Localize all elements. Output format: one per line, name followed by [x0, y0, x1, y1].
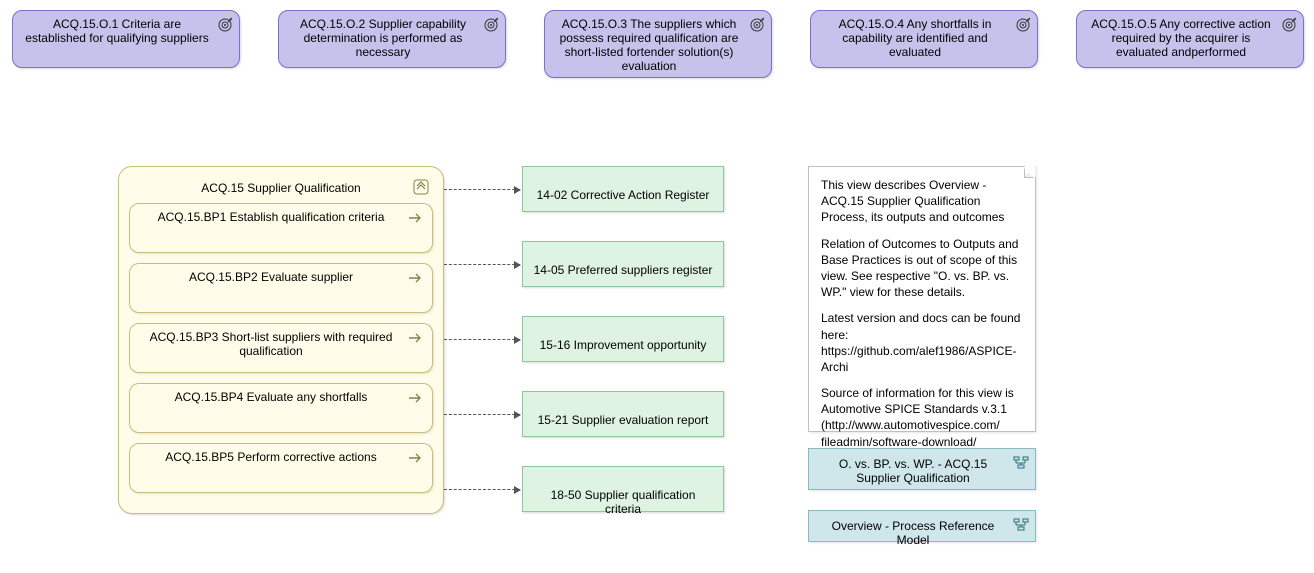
outcome-box: ACQ.15.O.1 Criteria are established for …	[12, 10, 240, 68]
outcome-label: ACQ.15.O.3 The suppliers which possess r…	[553, 17, 745, 73]
target-icon	[749, 17, 765, 33]
output-box: 14-05 Preferred suppliers register	[522, 241, 724, 287]
link-label: O. vs. BP. vs. WP. - ACQ.15 Supplier Qua…	[839, 457, 987, 485]
output-label: 15-16 Improvement opportunity	[540, 338, 707, 352]
connector-arrow	[444, 264, 520, 265]
collapse-icon[interactable]	[413, 179, 429, 195]
process-title-label: ACQ.15 Supplier Qualification	[201, 181, 360, 195]
connector-arrow	[444, 489, 520, 490]
arrow-right-icon	[408, 452, 424, 464]
output-label: 14-02 Corrective Action Register	[537, 188, 710, 202]
connector-arrow	[444, 189, 520, 190]
outcome-box: ACQ.15.O.2 Supplier capability determina…	[278, 10, 506, 68]
view-link[interactable]: O. vs. BP. vs. WP. - ACQ.15 Supplier Qua…	[808, 448, 1036, 490]
base-practice-box: ACQ.15.BP1 Establish qualification crite…	[129, 203, 433, 253]
arrow-right-icon	[408, 272, 424, 284]
bp-label: ACQ.15.BP1 Establish qualification crite…	[158, 210, 385, 224]
process-title: ACQ.15 Supplier Qualification	[129, 177, 433, 203]
bp-label: ACQ.15.BP3 Short-list suppliers with req…	[138, 330, 404, 358]
base-practice-box: ACQ.15.BP3 Short-list suppliers with req…	[129, 323, 433, 373]
outcome-box: ACQ.15.O.4 Any shortfalls in capability …	[810, 10, 1038, 68]
output-label: 15-21 Supplier evaluation report	[538, 413, 709, 427]
note-fold-icon	[1024, 166, 1036, 178]
note-paragraph: Relation of Outcomes to Outputs and Base…	[821, 236, 1023, 301]
outcome-label: ACQ.15.O.4 Any shortfalls in capability …	[819, 17, 1011, 59]
note-paragraph: Latest version and docs can be found her…	[821, 310, 1023, 375]
bp-label: ACQ.15.BP2 Evaluate supplier	[189, 270, 353, 284]
tree-icon	[1013, 455, 1029, 471]
note-paragraph: This view describes Overview - ACQ.15 Su…	[821, 177, 1023, 226]
target-icon	[217, 17, 233, 33]
output-label: 18-50 Supplier qualification criteria	[551, 488, 696, 516]
base-practice-box: ACQ.15.BP4 Evaluate any shortfalls	[129, 383, 433, 433]
output-box: 14-02 Corrective Action Register	[522, 166, 724, 212]
base-practice-box: ACQ.15.BP2 Evaluate supplier	[129, 263, 433, 313]
arrow-right-icon	[408, 392, 424, 404]
arrow-right-icon	[408, 212, 424, 224]
output-box: 15-21 Supplier evaluation report	[522, 391, 724, 437]
outcome-label: ACQ.15.O.2 Supplier capability determina…	[287, 17, 479, 59]
connector-arrow	[444, 339, 520, 340]
target-icon	[483, 17, 499, 33]
output-box: 18-50 Supplier qualification criteria	[522, 466, 724, 512]
output-box: 15-16 Improvement opportunity	[522, 316, 724, 362]
outcome-box: ACQ.15.O.5 Any corrective action require…	[1076, 10, 1304, 68]
outcome-label: ACQ.15.O.5 Any corrective action require…	[1085, 17, 1277, 59]
link-label: Overview - Process Reference Model	[832, 519, 995, 547]
output-label: 14-05 Preferred suppliers register	[534, 263, 713, 277]
arrow-right-icon	[408, 332, 424, 344]
target-icon	[1015, 17, 1031, 33]
base-practice-box: ACQ.15.BP5 Perform corrective actions	[129, 443, 433, 493]
view-link[interactable]: Overview - Process Reference Model	[808, 510, 1036, 542]
outcome-box: ACQ.15.O.3 The suppliers which possess r…	[544, 10, 772, 78]
note-box: This view describes Overview - ACQ.15 Su…	[808, 166, 1036, 432]
process-container: ACQ.15 Supplier Qualification ACQ.15.BP1…	[118, 166, 444, 514]
outcome-label: ACQ.15.O.1 Criteria are established for …	[21, 17, 213, 45]
bp-label: ACQ.15.BP4 Evaluate any shortfalls	[175, 390, 368, 404]
tree-icon	[1013, 517, 1029, 533]
connector-arrow	[444, 414, 520, 415]
target-icon	[1281, 17, 1297, 33]
bp-label: ACQ.15.BP5 Perform corrective actions	[165, 450, 376, 464]
